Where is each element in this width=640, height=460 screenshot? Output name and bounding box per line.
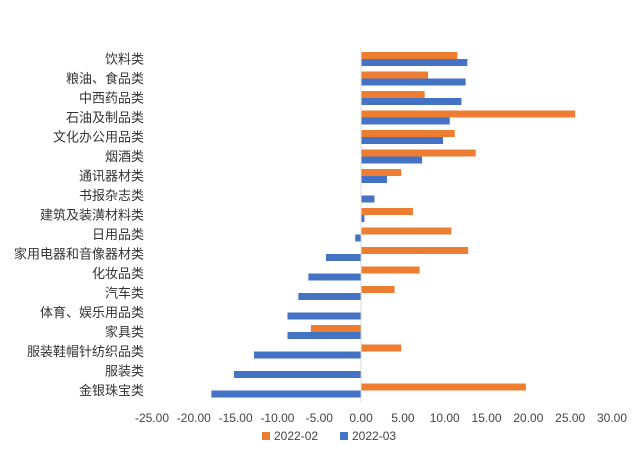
bar-2022-03 bbox=[254, 351, 362, 359]
category-label: 饮料类 bbox=[105, 53, 144, 68]
category-label: 体育、娱乐用品类 bbox=[40, 305, 144, 321]
bar-2022-02 bbox=[361, 247, 469, 254]
category-label: 烟酒类 bbox=[105, 150, 144, 165]
x-tick-label: 15.00 bbox=[472, 411, 502, 425]
category-label: 金银珠宝类 bbox=[79, 383, 144, 399]
legend-label: 2022-02 bbox=[274, 429, 318, 443]
category-label: 粮油、食品类 bbox=[66, 71, 144, 87]
category-label: 家具类 bbox=[105, 325, 144, 341]
category-labels: 饮料类粮油、食品类中西药品类石油及制品类文化办公用品类烟酒类通讯器材类书报杂志类… bbox=[14, 53, 144, 400]
legend-label: 2022-03 bbox=[352, 429, 396, 443]
bar-2022-03 bbox=[361, 137, 444, 144]
x-tick-label: 25.00 bbox=[555, 411, 585, 425]
bar-2022-03 bbox=[361, 195, 375, 203]
bar-2022-03 bbox=[287, 312, 362, 320]
legend-swatch bbox=[340, 432, 348, 440]
bar-2022-03 bbox=[361, 59, 468, 66]
bar-2022-03 bbox=[361, 215, 365, 222]
bar-2022-03 bbox=[361, 98, 462, 105]
x-tick-label: -25.00 bbox=[135, 411, 169, 425]
bar-2022-02 bbox=[361, 149, 476, 157]
x-tick-labels: -25.00 -20.00 -15.00 -10.00 -5.00 0.00 5.00 10.… bbox=[135, 411, 627, 425]
bar-2022-02 bbox=[361, 266, 420, 274]
x-tick-label: -5.00 bbox=[306, 411, 334, 425]
x-tick-label: -15.00 bbox=[219, 411, 253, 425]
category-label: 日用品类 bbox=[92, 228, 144, 243]
category-label: 家用电器和音像器材类 bbox=[14, 247, 144, 263]
bar-2022-02 bbox=[361, 344, 402, 352]
bar-2022-02 bbox=[361, 110, 576, 118]
bar-2022-03 bbox=[287, 332, 362, 339]
category-label: 石油及制品类 bbox=[66, 111, 144, 126]
category-label: 文化办公用品类 bbox=[53, 131, 144, 146]
legend-swatch bbox=[262, 432, 270, 440]
category-label: 中西药品类 bbox=[79, 92, 144, 107]
bar-2022-02 bbox=[361, 286, 395, 293]
legend: 2022-02 2022-03 bbox=[262, 429, 396, 443]
bar-2022-03 bbox=[211, 390, 362, 398]
bar-2022-03 bbox=[361, 117, 450, 125]
bar-2022-02 bbox=[361, 227, 452, 235]
bar-2022-03 bbox=[325, 254, 362, 261]
category-label: 化妆品类 bbox=[92, 267, 144, 282]
category-label: 通讯器材类 bbox=[79, 170, 144, 185]
x-tick-label: 30.00 bbox=[597, 411, 627, 425]
x-tick-label: 5.00 bbox=[391, 411, 415, 425]
bar-2022-03 bbox=[308, 273, 362, 281]
bar-2022-02 bbox=[310, 325, 362, 332]
category-label: 汽车类 bbox=[105, 286, 144, 302]
bar-2022-02 bbox=[361, 52, 458, 59]
bar-2022-02 bbox=[361, 130, 455, 137]
bar-2022-02 bbox=[361, 383, 526, 391]
bar-2022-02 bbox=[361, 208, 413, 215]
bar-2022-03 bbox=[355, 234, 362, 242]
bar-2022-03 bbox=[298, 293, 362, 300]
category-label: 书报杂志类 bbox=[79, 189, 144, 204]
bars-group bbox=[211, 52, 576, 398]
x-tick-label: -10.00 bbox=[260, 411, 294, 425]
bar-2022-03 bbox=[361, 156, 423, 164]
x-tick-label: 10.00 bbox=[430, 411, 460, 425]
category-label: 服装类 bbox=[105, 365, 144, 380]
x-tick-label: 0.00 bbox=[349, 411, 373, 425]
bar-2022-03 bbox=[361, 176, 388, 183]
bar-2022-02 bbox=[361, 169, 402, 176]
x-tick-label: -20.00 bbox=[177, 411, 211, 425]
x-tick-label: 20.00 bbox=[513, 411, 543, 425]
bar-2022-02 bbox=[361, 91, 425, 98]
category-label: 建筑及装潢材料类 bbox=[40, 208, 144, 224]
bar-2022-03 bbox=[361, 78, 466, 86]
category-label: 服装鞋帽针纺织品类 bbox=[27, 344, 144, 360]
bar-2022-03 bbox=[233, 371, 362, 378]
bar-2022-02 bbox=[361, 71, 428, 79]
